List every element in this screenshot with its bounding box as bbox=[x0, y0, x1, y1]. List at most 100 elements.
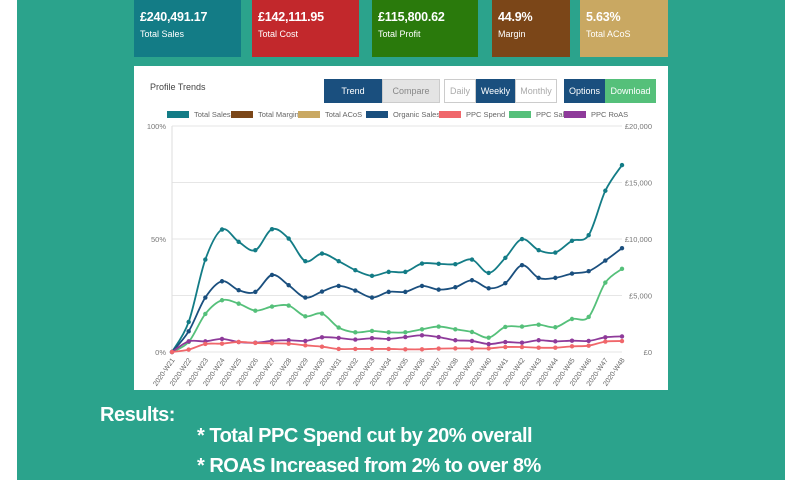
data-point bbox=[353, 346, 358, 352]
compare-button[interactable]: Compare bbox=[382, 79, 440, 103]
data-point bbox=[403, 269, 408, 275]
data-point bbox=[319, 251, 325, 256]
left-axis-tick: 50% bbox=[151, 235, 166, 244]
data-point bbox=[453, 338, 458, 343]
legend-item[interactable]: Total Sales bbox=[167, 110, 231, 119]
data-point bbox=[536, 322, 541, 327]
data-point bbox=[603, 335, 608, 340]
results-heading: Results: bbox=[100, 404, 175, 426]
data-point bbox=[319, 311, 325, 316]
data-point bbox=[503, 324, 508, 330]
data-point bbox=[503, 339, 508, 345]
legend-swatch bbox=[564, 111, 586, 118]
data-point bbox=[519, 340, 525, 345]
data-point bbox=[236, 287, 241, 293]
data-point bbox=[253, 340, 258, 346]
data-point bbox=[303, 295, 308, 300]
data-point bbox=[419, 261, 425, 266]
data-point bbox=[186, 329, 191, 334]
data-point bbox=[169, 349, 175, 355]
data-point bbox=[553, 275, 558, 281]
options-button[interactable]: Options bbox=[564, 79, 605, 103]
data-point bbox=[403, 334, 408, 340]
data-point bbox=[553, 250, 558, 255]
data-point bbox=[219, 227, 225, 232]
data-point bbox=[469, 346, 475, 351]
legend-item[interactable]: Total Margin bbox=[231, 110, 299, 119]
data-point bbox=[503, 344, 508, 350]
data-point bbox=[619, 338, 625, 344]
margin-card: 44.9% Margin bbox=[492, 0, 570, 57]
data-point bbox=[286, 303, 291, 308]
data-point bbox=[519, 263, 525, 268]
series-line-ppc-sales bbox=[171, 268, 623, 353]
data-point bbox=[469, 329, 475, 335]
data-point bbox=[269, 341, 275, 346]
data-point bbox=[469, 257, 475, 262]
data-point bbox=[386, 289, 391, 295]
total-profit-card: £115,800.62 Total Profit bbox=[372, 0, 478, 57]
data-point bbox=[203, 257, 208, 262]
daily-button[interactable]: Daily bbox=[444, 79, 476, 103]
data-point bbox=[569, 344, 575, 349]
legend-item[interactable]: Total ACoS bbox=[298, 110, 362, 119]
legend-label: Total Margin bbox=[258, 110, 299, 119]
data-point bbox=[236, 301, 241, 306]
data-point bbox=[353, 288, 358, 293]
legend-item[interactable]: PPC RoAS bbox=[564, 110, 628, 119]
line-chart: £0£5,000£10,000£15,000£20,0000%50%100%20… bbox=[147, 122, 652, 388]
panel-title: Profile Trends bbox=[150, 82, 206, 92]
data-point bbox=[269, 304, 275, 309]
data-point bbox=[536, 338, 541, 343]
data-point bbox=[453, 285, 458, 290]
legend-item[interactable]: PPC Spend bbox=[439, 110, 505, 119]
data-point bbox=[386, 269, 391, 275]
monthly-button[interactable]: Monthly bbox=[515, 79, 557, 103]
data-point bbox=[286, 341, 291, 346]
data-point bbox=[236, 339, 241, 345]
card-label: Total Cost bbox=[258, 29, 299, 39]
data-point bbox=[203, 295, 208, 300]
data-point bbox=[536, 275, 541, 281]
data-point bbox=[436, 287, 441, 292]
data-point bbox=[486, 335, 491, 340]
series-line-ppc-spend bbox=[171, 340, 623, 353]
legend-swatch bbox=[366, 111, 388, 118]
data-point bbox=[519, 324, 525, 329]
data-point bbox=[403, 289, 408, 295]
data-point bbox=[186, 319, 191, 325]
data-point bbox=[203, 311, 208, 317]
data-point bbox=[203, 341, 208, 347]
card-label: Total ACoS bbox=[586, 29, 631, 39]
profile-trends-panel: Profile Trends Trend Compare Daily Weekl… bbox=[134, 66, 668, 390]
data-point bbox=[586, 343, 591, 348]
data-point bbox=[186, 339, 191, 344]
data-point bbox=[569, 238, 575, 244]
data-point bbox=[436, 346, 441, 351]
data-point bbox=[286, 283, 291, 288]
data-point bbox=[219, 341, 225, 346]
data-point bbox=[619, 162, 625, 168]
legend-label: Total ACoS bbox=[325, 110, 363, 119]
data-point bbox=[453, 327, 458, 332]
data-point bbox=[286, 338, 291, 343]
data-point bbox=[236, 239, 241, 245]
download-button[interactable]: Download bbox=[605, 79, 656, 103]
card-value: £142,111.95 bbox=[258, 10, 324, 24]
data-point bbox=[219, 336, 225, 342]
trend-button[interactable]: Trend bbox=[324, 79, 382, 103]
data-point bbox=[369, 328, 375, 334]
legend-swatch bbox=[298, 111, 320, 118]
legend-item[interactable]: PPC Sales bbox=[509, 110, 572, 119]
data-point bbox=[486, 270, 491, 276]
total-acos-card: 5.63% Total ACoS bbox=[580, 0, 668, 57]
legend-item[interactable]: Organic Sales bbox=[366, 110, 440, 119]
data-point bbox=[403, 347, 408, 352]
data-point bbox=[319, 289, 325, 294]
series-line-total-sales bbox=[171, 164, 623, 353]
data-point bbox=[536, 247, 541, 253]
legend-label: Total Sales bbox=[194, 110, 231, 119]
weekly-button[interactable]: Weekly bbox=[476, 79, 515, 103]
data-point bbox=[319, 335, 325, 340]
data-point bbox=[386, 346, 391, 352]
